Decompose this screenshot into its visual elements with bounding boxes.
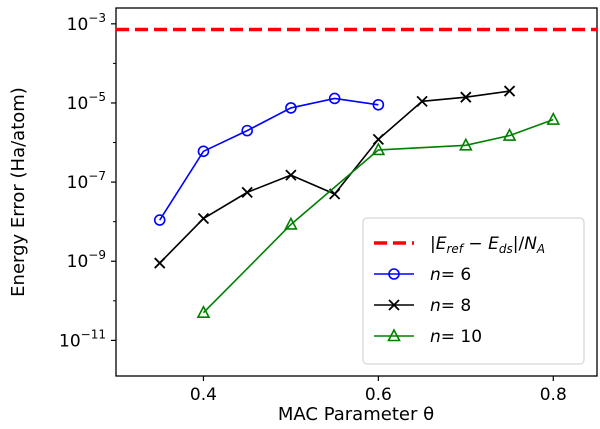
series-x-point-2-stroke-b — [241, 186, 253, 199]
legend-box — [362, 217, 585, 365]
series-x-point-3 — [285, 169, 297, 181]
series-triangle-point-0 — [196, 305, 211, 319]
legend-label-2: n= 10 — [430, 327, 482, 347]
legend-label-0: n= 6 — [430, 265, 471, 285]
series-x-point-7-stroke-b — [460, 91, 472, 103]
series-x-point-5 — [372, 133, 385, 146]
legend: |Eref − Eds|/NA n= 6 n= 8 n= 10 — [362, 217, 585, 365]
y-tick-label-1: 10−5 — [67, 90, 106, 114]
x-axis-label: MAC Parameter θ — [278, 404, 434, 425]
legend-swatch-marker-1-stroke-b — [388, 299, 400, 311]
series-x-point-1-stroke-b — [197, 212, 210, 225]
series-triangle-point-2 — [371, 142, 386, 156]
series-circle-point-5 — [372, 98, 385, 111]
series-x-point-6-stroke-b — [416, 95, 428, 107]
y-axis-label: Energy Error (Ha/atom) — [8, 87, 29, 297]
series-x-point-4-stroke-b — [328, 188, 341, 200]
series-triangle-line — [202, 118, 554, 314]
series-triangle-point-3 — [458, 137, 473, 151]
series-x-point-8 — [503, 85, 516, 97]
series-x-point-0 — [154, 257, 166, 269]
series-x-point-2 — [241, 186, 253, 199]
series-x-point-8-stroke-b — [503, 85, 516, 97]
series-x-point-3-stroke-b — [285, 169, 297, 181]
legend-swatch-marker-2 — [387, 328, 401, 342]
series-triangle-point-4 — [502, 127, 517, 141]
legend-reference-label: |Eref − Eds|/NA — [430, 234, 545, 256]
series-x-point-5-stroke-b — [372, 133, 385, 146]
series-x-point-7 — [460, 91, 472, 103]
x-tick-label-0: 0.4 — [190, 385, 217, 405]
y-tick-label-0: 10−3 — [67, 11, 106, 35]
series-circle-point-3 — [285, 102, 297, 114]
series-circle-point-1 — [197, 145, 210, 158]
y-tick-label-3: 10−9 — [67, 248, 106, 272]
series-triangle-point-1 — [284, 216, 298, 230]
y-tick-label-4: 10−11 — [59, 327, 106, 351]
series-circle-point-2 — [241, 124, 253, 137]
series-circle-point-4 — [328, 92, 341, 105]
series-x-point-6 — [416, 95, 428, 107]
legend-swatch-marker-1 — [388, 299, 400, 311]
y-tick-label-2: 10−7 — [67, 169, 106, 193]
series-x-point-1 — [197, 212, 210, 225]
series-circle-point-0 — [153, 214, 166, 226]
series-circle-line — [159, 97, 379, 221]
plot-frame — [115, 7, 598, 377]
series-triangle-point-5 — [546, 111, 561, 125]
x-tick-label-2: 0.8 — [540, 385, 567, 405]
series-x-point-0-stroke-b — [154, 257, 166, 269]
legend-swatch-marker-0 — [388, 268, 400, 280]
legend-label-1: n= 8 — [430, 296, 471, 316]
x-tick-label-1: 0.6 — [365, 385, 392, 405]
